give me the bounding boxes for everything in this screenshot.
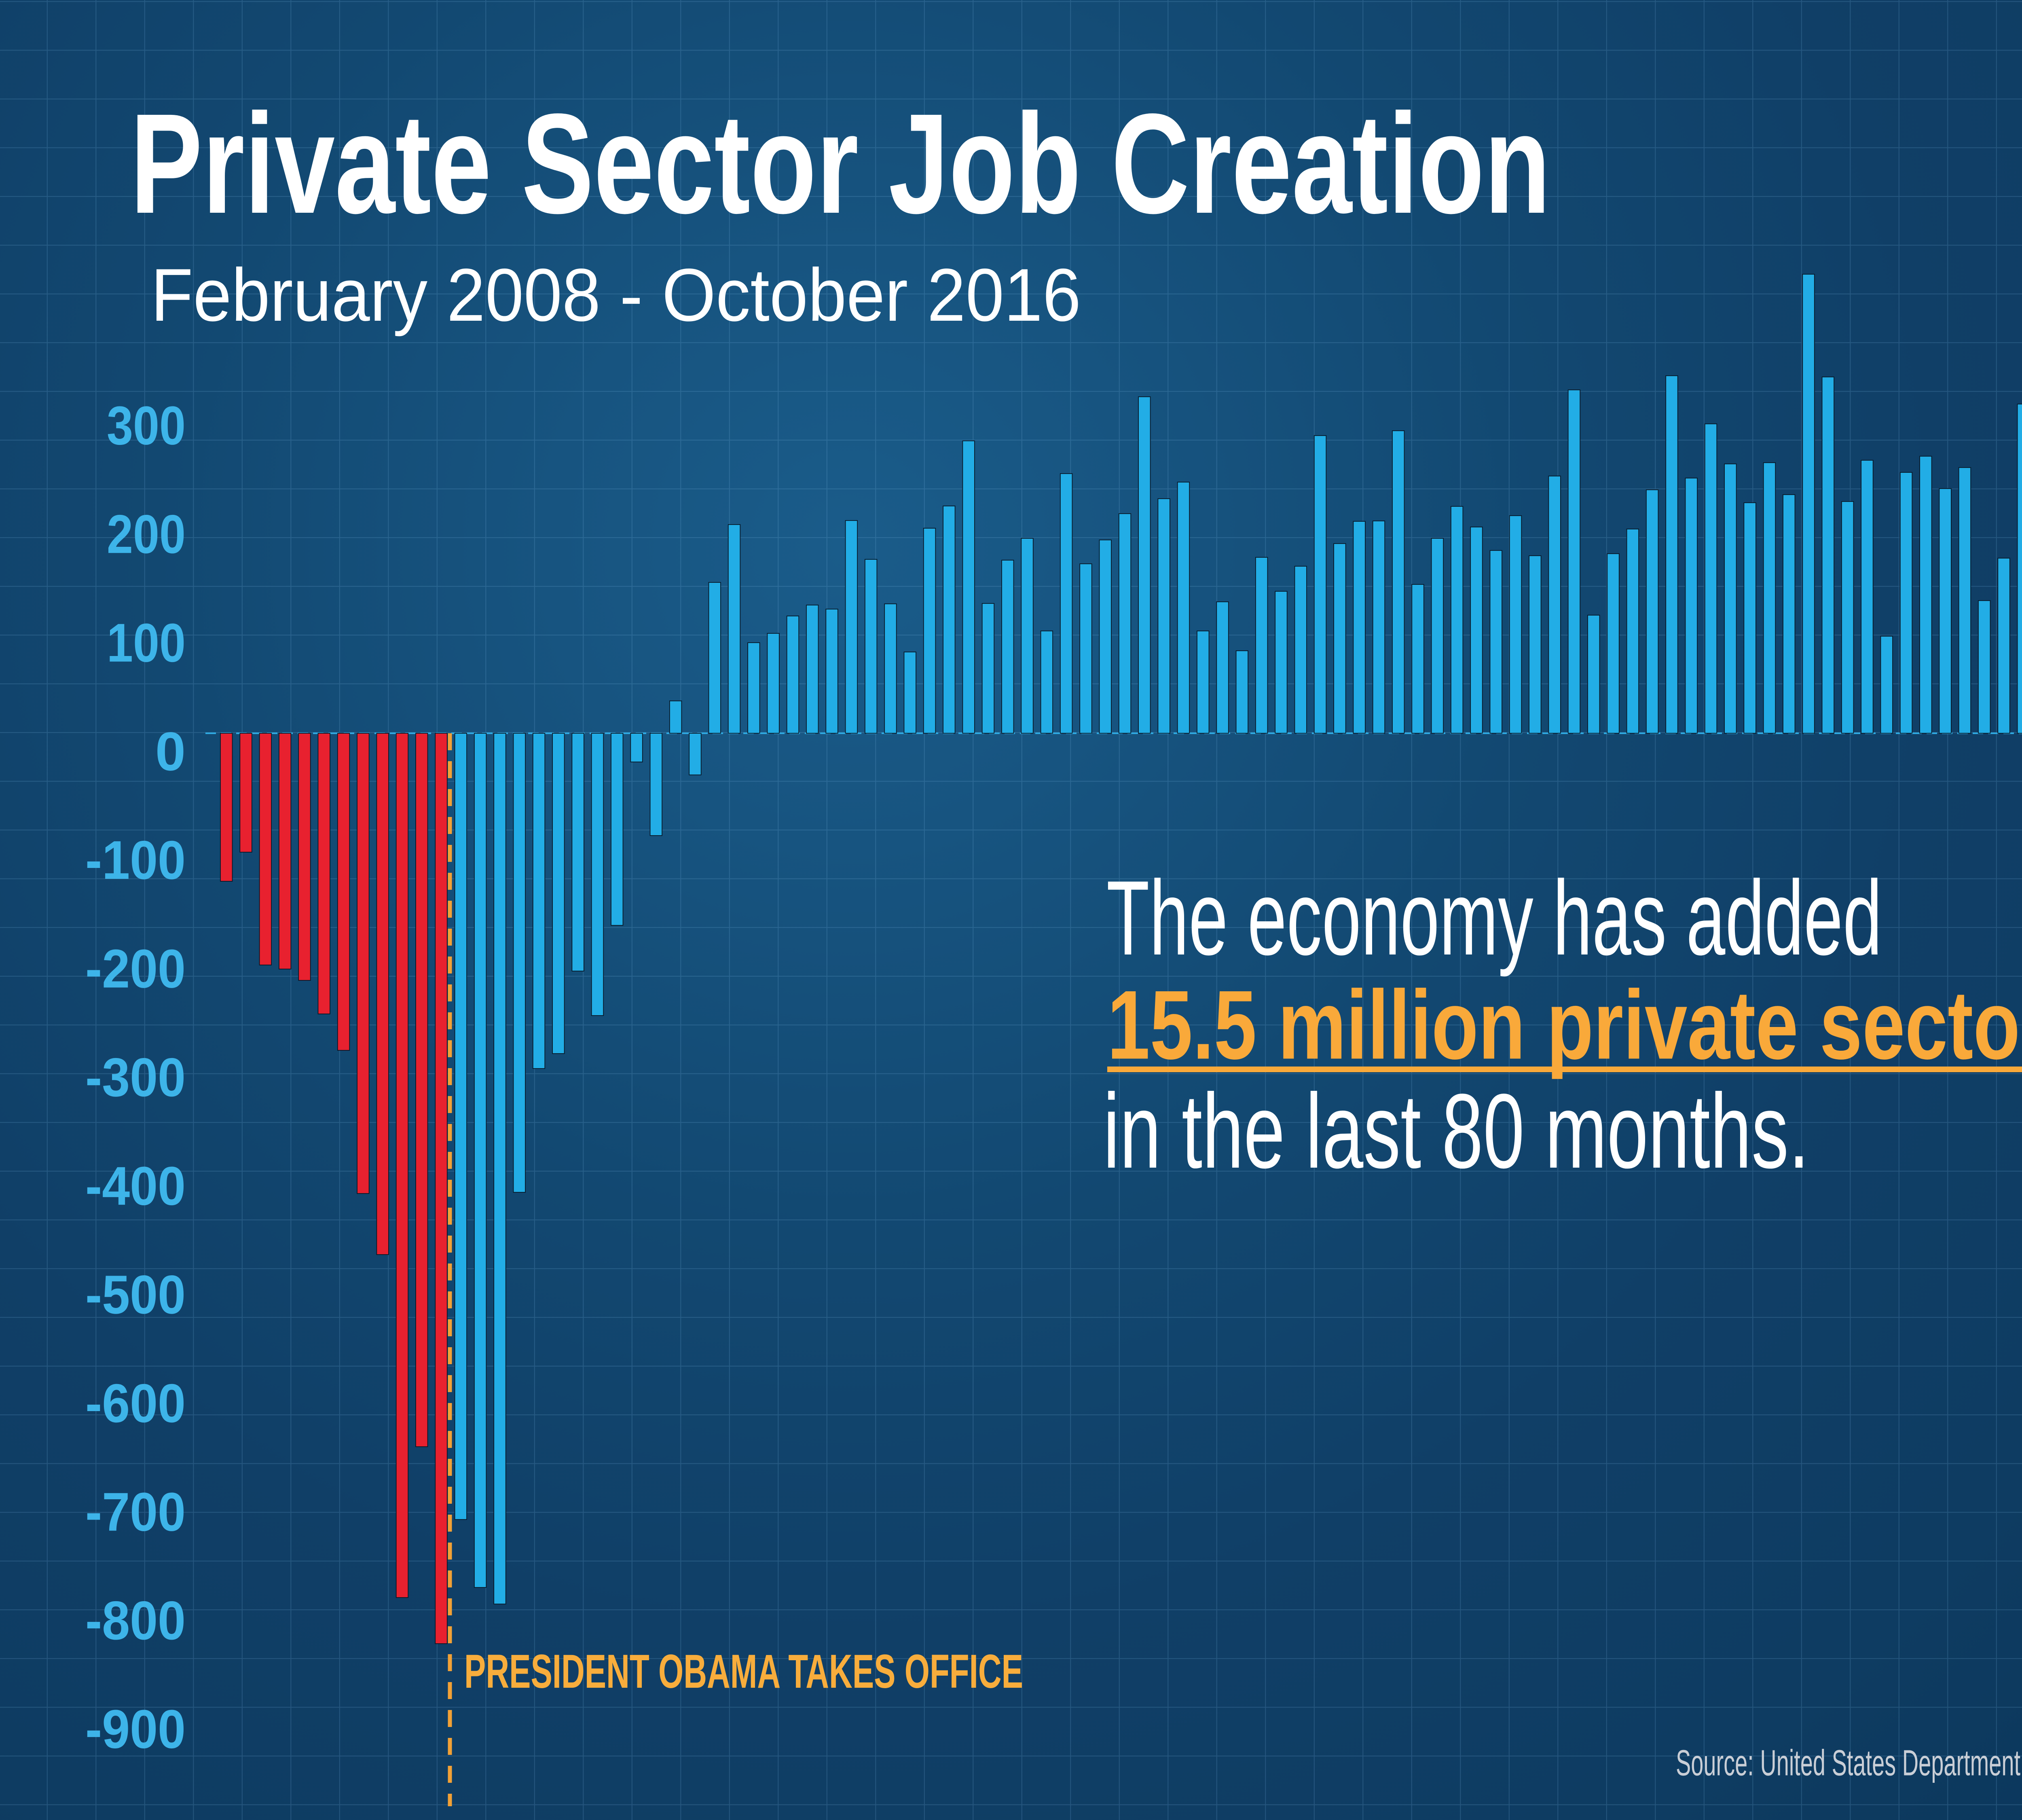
svg-text:Source: United States Departme: Source: United States Department of Labo… [1676,1743,2022,1784]
svg-text:-300: -300 [85,1047,186,1108]
svg-text:200: 200 [107,504,186,565]
svg-text:in the last 80 months.: in the last 80 months. [1103,1072,1809,1190]
svg-text:-200: -200 [85,938,186,999]
svg-text:-600: -600 [85,1373,186,1434]
svg-text:PRESIDENT OBAMA TAKES OFFICE: PRESIDENT OBAMA TAKES OFFICE [464,1645,1023,1698]
svg-text:300: 300 [107,395,186,456]
svg-text:-400: -400 [85,1155,186,1217]
svg-text:-700: -700 [85,1481,186,1543]
svg-text:15.5 million private sector jo: 15.5 million private sector jobs [1107,971,2022,1080]
svg-text:-900: -900 [85,1699,186,1760]
svg-text:-800: -800 [85,1590,186,1651]
svg-text:February 2008 - October 2016: February 2008 - October 2016 [151,254,1081,337]
svg-text:The economy has added: The economy has added [1106,859,1882,978]
svg-text:Private Sector Job Creation: Private Sector Job Creation [130,84,1550,243]
svg-text:100: 100 [107,612,186,673]
svg-text:-500: -500 [85,1264,186,1325]
svg-text:-100: -100 [85,830,186,891]
svg-text:0: 0 [155,721,186,782]
